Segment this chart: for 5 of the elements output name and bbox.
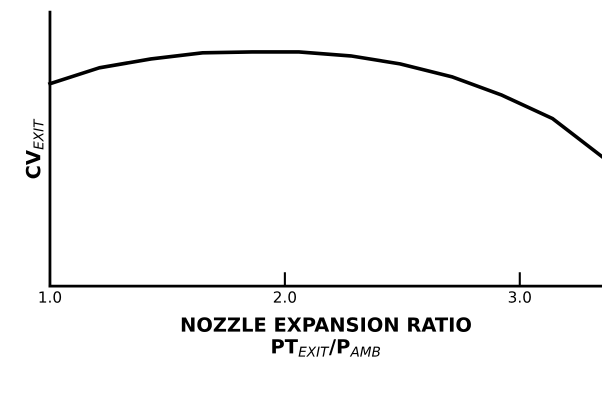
x-tick-label: 3.0 <box>508 291 531 303</box>
y-axis-title: CV$_{EXIT}$ <box>26 118 44 178</box>
x-axis-title: NOZZLE EXPANSION RATIO PT$_{EXIT}$/P$_{AMB}$ <box>182 317 471 357</box>
x-tick-label: 2.0 <box>274 291 296 303</box>
x-tick-label: 1.0 <box>39 291 62 303</box>
